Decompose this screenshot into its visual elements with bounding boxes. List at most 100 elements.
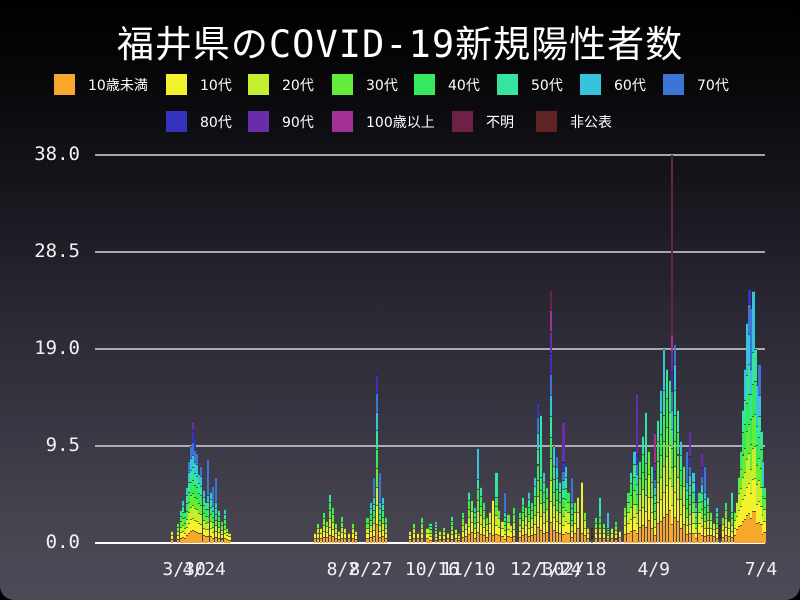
bar-segment (756, 464, 759, 485)
bar-segment (426, 537, 429, 543)
bar-segment (322, 530, 326, 537)
bar-segment (629, 519, 633, 532)
bar-segment (738, 476, 741, 494)
bar-segment (375, 449, 379, 468)
bar-segment (203, 520, 206, 528)
legend-label: 非公表 (570, 114, 612, 131)
bar-segment (187, 512, 190, 523)
bar-segment (457, 537, 460, 541)
bar-segment (558, 502, 562, 513)
bar-segment (754, 510, 757, 543)
bar-segment (193, 473, 197, 485)
x-tick-label: 2/18 (563, 559, 607, 580)
bar-segment (489, 512, 492, 523)
bar-segment (619, 536, 622, 543)
bar-segment (668, 477, 672, 511)
bar-segment (183, 527, 186, 533)
bar-segment (426, 527, 429, 533)
bar-segment (454, 533, 458, 539)
bar-segment (758, 479, 761, 501)
bar-segment (477, 478, 480, 490)
bar-segment (706, 512, 710, 521)
bar-segment (429, 539, 432, 543)
bar-segment (670, 333, 674, 353)
bar-segment (647, 474, 651, 498)
bar-segment (676, 476, 680, 499)
bar-segment (337, 530, 341, 535)
bar-segment (694, 507, 698, 513)
legend-item: 100歳以上 (332, 111, 435, 132)
bar-segment (322, 524, 326, 531)
bar-segment (730, 512, 734, 519)
bar-segment (205, 502, 208, 509)
bar-segment (495, 497, 498, 507)
bar-segment (742, 432, 745, 455)
bar-segment (688, 533, 692, 543)
bar-segment (573, 502, 576, 513)
bar-segment (507, 528, 510, 536)
bar-segment (223, 523, 227, 529)
x-tick-label: 1/24 (538, 559, 582, 580)
bar-segment (343, 527, 347, 533)
bar-segment (573, 522, 576, 533)
bar-segment (325, 526, 328, 532)
bar-segment (467, 500, 471, 509)
bar-segment (644, 527, 647, 543)
bar-segment (209, 513, 213, 522)
bar-segment (479, 505, 483, 515)
bar-segment (676, 498, 680, 521)
bar-segment (378, 525, 381, 532)
bar-segment (215, 537, 218, 543)
bar-segment (680, 440, 683, 456)
bar-segment (335, 522, 338, 528)
bar-segment (199, 533, 203, 543)
bar-segment (665, 456, 669, 486)
bar-segment (635, 473, 639, 484)
bar-segment (715, 527, 718, 533)
bar-segment (603, 522, 606, 528)
y-tick-label: 19.0 (34, 337, 80, 359)
bar-segment (527, 499, 531, 507)
bar-segment (556, 521, 559, 533)
legend-item: 20代 (248, 74, 314, 95)
bar-segment (331, 514, 335, 522)
bar-segment (199, 514, 203, 524)
bar-segment (521, 535, 525, 543)
bar-segment (191, 480, 194, 493)
bar-segment (724, 510, 728, 519)
bar-segment (603, 537, 606, 543)
bar-segment (185, 486, 188, 495)
bar-segment (429, 529, 432, 533)
bar-segment (217, 526, 221, 533)
bar-segment (556, 510, 559, 522)
bar-segment (533, 495, 537, 506)
bar-segment (473, 517, 477, 523)
bar-segment (629, 483, 633, 496)
bar-segment (170, 538, 174, 543)
bar-segment (659, 411, 663, 434)
bar-segment (670, 504, 674, 524)
bar-segment (497, 510, 501, 519)
bar-segment (733, 527, 737, 536)
bar-segment (607, 535, 610, 538)
bar-segment (573, 532, 576, 543)
bar-segment (533, 533, 537, 543)
bar-segment (550, 458, 553, 480)
bar-segment (542, 522, 546, 533)
bar-segment (633, 516, 636, 530)
bar-segment (176, 530, 180, 535)
bar-segment (223, 538, 227, 543)
bar-segment (197, 523, 201, 534)
bar-segment (217, 532, 221, 538)
bar-segment (629, 471, 633, 484)
legend-item: 非公表 (536, 111, 612, 132)
bar-segment (446, 532, 450, 538)
bar-segment (712, 529, 716, 537)
bar-segment (518, 518, 521, 525)
bar-segment (375, 374, 379, 393)
bar-segment (756, 484, 759, 504)
bar-segment (583, 535, 586, 543)
bar-segment (442, 534, 446, 539)
bar-segment (183, 522, 186, 528)
bar-segment (501, 528, 504, 536)
